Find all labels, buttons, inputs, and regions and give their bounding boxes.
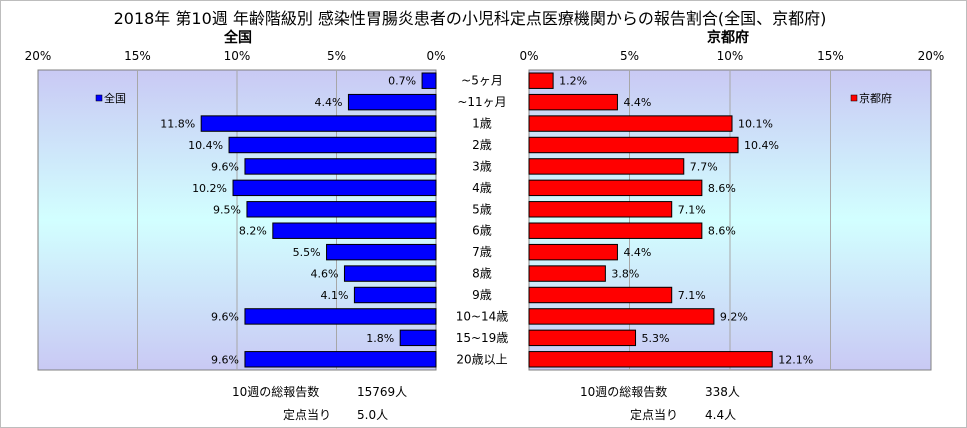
national-data-label: 9.6%: [211, 353, 239, 366]
kyoto-total-label: 10週の総報告数: [580, 385, 668, 399]
category-label: 5歳: [472, 202, 492, 216]
category-label: 10~14歳: [456, 309, 509, 323]
national-data-label: 9.6%: [211, 160, 239, 173]
kyoto-bar: [528, 201, 673, 218]
kyoto-bar: [528, 136, 739, 154]
category-label: 1歳: [472, 117, 492, 131]
national-tick-label: 20%: [25, 49, 52, 63]
kyoto-bar: [528, 308, 715, 325]
national-data-label: 4.4%: [314, 96, 342, 109]
category-label: 6歳: [472, 224, 492, 238]
national-per-label: 定点当り: [283, 408, 332, 422]
national-total-label: 10週の総報告数: [232, 385, 320, 399]
national-data-label: 10.2%: [192, 182, 227, 195]
category-label: 20歳以上: [456, 352, 507, 366]
national-panel-title: 全国: [224, 30, 252, 46]
kyoto-data-label: 9.2%: [720, 310, 748, 323]
kyoto-data-label: 10.1%: [738, 118, 773, 131]
category-label: 7歳: [472, 245, 492, 259]
national-tick-label: 10%: [224, 49, 251, 63]
kyoto-bar: [528, 158, 685, 175]
kyoto-bar: [528, 243, 618, 261]
category-label: 15~19歳: [456, 331, 509, 345]
national-bar: [353, 286, 437, 304]
national-data-label: 11.8%: [160, 118, 195, 131]
category-label: ~5ヶ月: [461, 74, 503, 88]
kyoto-bar: [528, 115, 733, 132]
kyoto-total-value: 338人: [705, 385, 740, 399]
national-bar: [246, 201, 437, 218]
kyoto-data-label: 1.2%: [559, 75, 587, 88]
kyoto-data-label: 7.1%: [678, 289, 706, 302]
kyoto-bar: [528, 93, 618, 111]
kyoto-bar: [528, 265, 606, 282]
kyoto-data-label: 7.7%: [690, 160, 718, 173]
national-bar: [347, 93, 437, 111]
kyoto-tick-label: 5%: [620, 49, 639, 63]
kyoto-per-label: 定点当り: [630, 408, 679, 422]
national-bar: [232, 179, 437, 197]
kyoto-bar: [528, 179, 703, 197]
kyoto-bar: [528, 286, 673, 304]
national-data-label: 8.2%: [239, 225, 267, 238]
kyoto-legend-label: 京都府: [859, 91, 892, 105]
kyoto-data-label: 10.4%: [744, 139, 779, 152]
national-bar: [244, 351, 437, 368]
kyoto-data-label: 8.6%: [708, 182, 736, 195]
national-bar: [421, 72, 437, 89]
kyoto-bar: [528, 72, 554, 89]
kyoto-data-label: 4.4%: [623, 246, 651, 259]
kyoto-data-label: 12.1%: [778, 353, 813, 366]
category-label: ~11ヶ月: [457, 95, 506, 109]
national-data-label: 10.4%: [188, 139, 223, 152]
category-label: 9歳: [472, 288, 492, 302]
national-tick-label: 5%: [327, 49, 346, 63]
national-data-label: 9.5%: [213, 203, 241, 216]
kyoto-tick-label: 20%: [918, 49, 945, 63]
kyoto-tick-label: 0%: [519, 49, 538, 63]
category-label: 3歳: [472, 159, 492, 173]
national-bar: [244, 308, 437, 325]
national-bar: [326, 243, 437, 261]
kyoto-tick-label: 15%: [817, 49, 844, 63]
national-per-value: 5.0人: [357, 408, 389, 422]
category-label: 4歳: [472, 181, 492, 195]
national-legend-label: 全国: [104, 91, 126, 105]
national-bar: [343, 265, 437, 282]
national-legend-swatch: [95, 94, 103, 102]
kyoto-data-label: 5.3%: [642, 332, 670, 345]
category-label: 8歳: [472, 267, 492, 281]
kyoto-bar: [528, 329, 637, 347]
national-bar: [200, 115, 437, 132]
kyoto-bar: [528, 222, 703, 239]
national-data-label: 1.8%: [366, 332, 394, 345]
national-data-label: 0.7%: [388, 75, 416, 88]
kyoto-panel-title: 京都府: [707, 30, 749, 46]
national-data-label: 4.6%: [311, 268, 339, 281]
kyoto-per-value: 4.4人: [705, 408, 737, 422]
kyoto-bar: [528, 351, 773, 368]
national-tick-label: 0%: [426, 49, 445, 63]
kyoto-data-label: 7.1%: [678, 203, 706, 216]
national-bar: [244, 158, 437, 175]
chart-title: 2018年 第10週 年齢階級別 感染性胃腸炎患者の小児科定点医療機関からの報告…: [113, 9, 827, 28]
national-bar: [228, 136, 437, 154]
kyoto-data-label: 4.4%: [623, 96, 651, 109]
national-total-value: 15769人: [357, 385, 408, 399]
national-bar: [399, 329, 437, 347]
national-data-label: 5.5%: [293, 246, 321, 259]
kyoto-tick-label: 10%: [717, 49, 744, 63]
national-data-label: 9.6%: [211, 310, 239, 323]
national-data-label: 4.1%: [320, 289, 348, 302]
national-bar: [272, 222, 437, 239]
kyoto-data-label: 3.8%: [611, 268, 639, 281]
kyoto-data-label: 8.6%: [708, 225, 736, 238]
category-label: 2歳: [472, 138, 492, 152]
kyoto-legend-swatch: [850, 94, 858, 102]
national-tick-label: 15%: [124, 49, 151, 63]
